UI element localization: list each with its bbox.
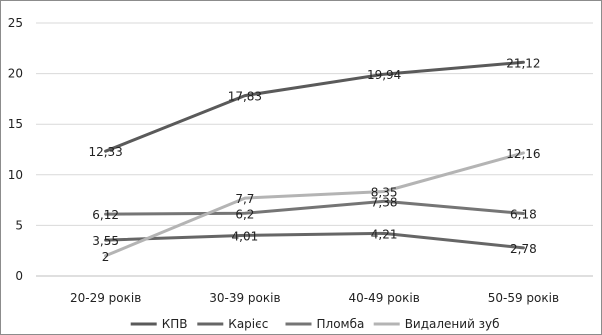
y-tick-label: 25 xyxy=(8,16,23,30)
series-line-4 xyxy=(104,151,525,258)
data-label: 8,35 xyxy=(371,185,398,199)
data-label: 2 xyxy=(102,250,110,264)
x-tick-label: 30-39 років xyxy=(209,291,280,305)
legend-label: Карієс xyxy=(228,317,268,331)
y-tick-label: 20 xyxy=(8,67,23,81)
x-tick-label: 40-49 років xyxy=(348,291,419,305)
series-line-1 xyxy=(104,60,525,153)
legend-label: КПВ xyxy=(162,317,188,331)
x-tick-label: 20-29 років xyxy=(70,291,141,305)
data-label: 3,55 xyxy=(92,234,119,248)
y-tick-label: 0 xyxy=(15,269,23,283)
x-tick-label: 50-59 років xyxy=(488,291,559,305)
y-tick-label: 15 xyxy=(8,117,23,131)
data-label: 12,16 xyxy=(506,147,540,161)
data-label: 17,83 xyxy=(228,90,262,104)
data-label: 4,01 xyxy=(232,229,259,243)
data-label: 7,7 xyxy=(235,192,254,206)
y-tick-label: 5 xyxy=(15,218,23,232)
data-label: 12,33 xyxy=(88,145,122,159)
data-label: 6,12 xyxy=(92,208,119,222)
series-line-3 xyxy=(104,199,525,216)
legend-label: Видалений зуб xyxy=(405,317,500,331)
data-label: 6,18 xyxy=(510,207,537,221)
data-label: 6,2 xyxy=(235,207,254,221)
data-label: 2,78 xyxy=(510,242,537,256)
data-label: 7,38 xyxy=(371,195,398,209)
y-tick-label: 10 xyxy=(8,168,23,182)
legend-label: Пломба xyxy=(317,317,365,331)
data-label: 4,21 xyxy=(371,227,398,241)
data-label: 21,12 xyxy=(506,56,540,70)
data-label: 19,94 xyxy=(367,68,401,82)
series-line-2 xyxy=(104,231,525,250)
